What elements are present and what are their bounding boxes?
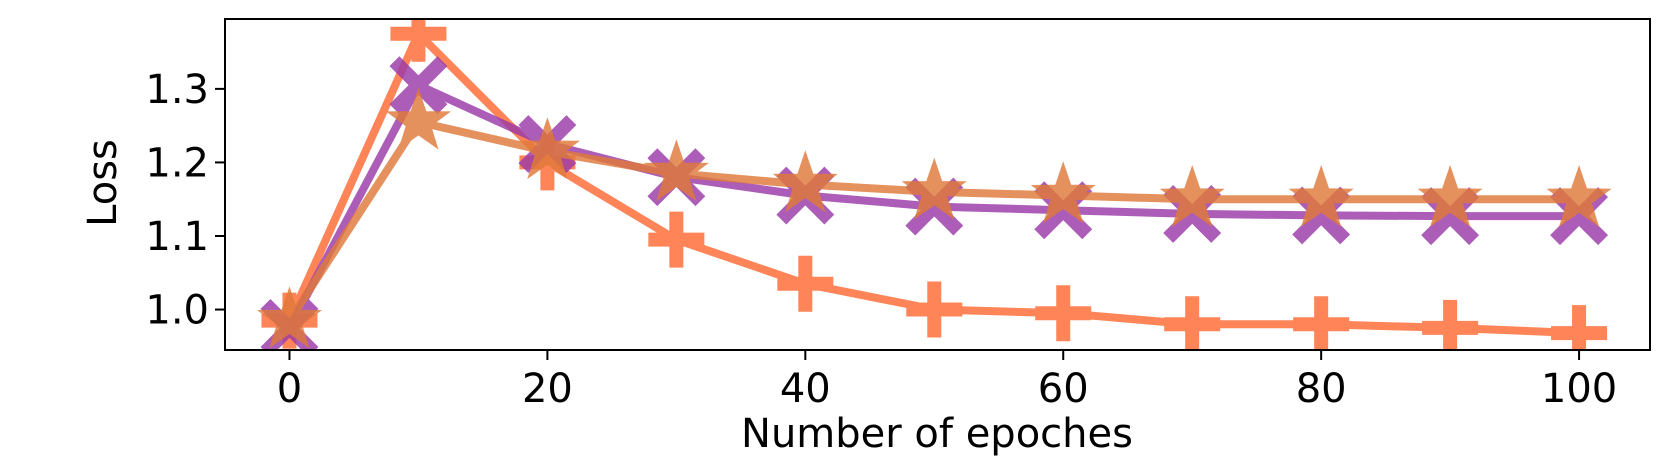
data-point <box>1422 299 1479 350</box>
data-point <box>1293 296 1350 350</box>
data-point <box>1159 164 1225 227</box>
data-point <box>1164 296 1221 350</box>
data-point <box>648 211 705 268</box>
data-point <box>906 281 963 338</box>
data-point <box>1551 305 1608 350</box>
y-axis: 1.0 1.1 1.2 1.3 <box>145 67 225 334</box>
x-axis: 0 20 40 60 80 100 <box>277 350 1617 412</box>
data-point <box>389 56 448 115</box>
plot-frame <box>224 18 1651 351</box>
data-point <box>1546 164 1612 227</box>
x-tick-label: 100 <box>1541 366 1617 412</box>
x-tick-label: 80 <box>1296 366 1347 412</box>
data-point <box>772 150 838 213</box>
data-point <box>777 255 834 312</box>
x-tick-label: 60 <box>1038 366 1089 412</box>
y-tick-label: 1.0 <box>145 288 209 334</box>
x-tick-label: 20 <box>522 366 573 412</box>
data-point <box>1417 164 1483 227</box>
y-axis-title: Loss <box>80 139 126 227</box>
data-point <box>643 139 709 202</box>
data-point <box>390 19 447 62</box>
y-tick-label: 1.1 <box>145 214 209 260</box>
data-point <box>901 157 967 220</box>
series-2 <box>256 87 1612 349</box>
series-layer <box>256 19 1612 350</box>
x-tick-label: 40 <box>780 366 831 412</box>
data-point <box>385 87 452 150</box>
data-point <box>256 286 323 349</box>
data-point <box>1030 161 1096 224</box>
y-tick-label: 1.2 <box>145 140 209 186</box>
data-point <box>514 117 580 180</box>
y-tick-label: 1.3 <box>145 67 209 113</box>
data-point <box>1288 164 1354 227</box>
x-axis-title: Number of epoches <box>741 411 1133 457</box>
data-point <box>1035 285 1092 342</box>
x-tick-label: 0 <box>277 366 302 412</box>
